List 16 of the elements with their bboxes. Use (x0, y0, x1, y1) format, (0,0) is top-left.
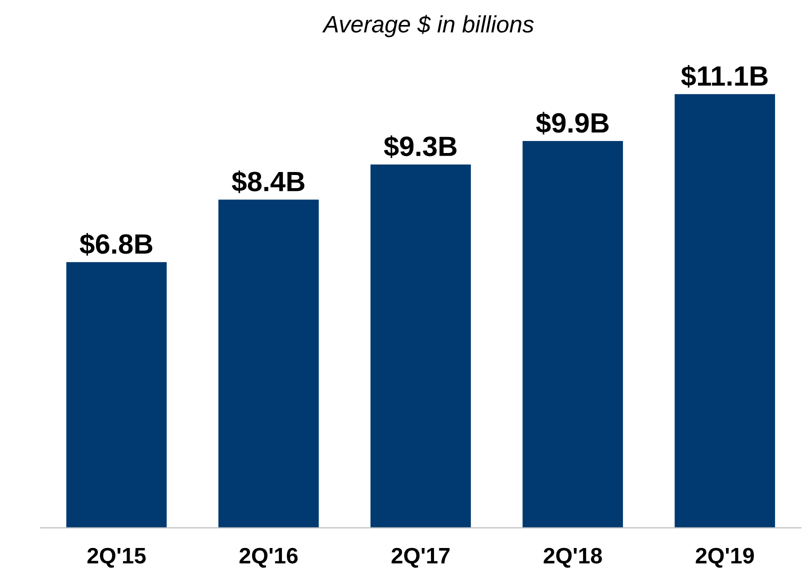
x-tick-label: 2Q'15 (87, 548, 146, 568)
data-label: $8.4B (232, 170, 304, 194)
data-label: $11.1B (681, 64, 768, 88)
data-label: $9.9B (536, 112, 609, 135)
x-tick-label: 2Q'17 (392, 548, 450, 568)
chart-title: Average $ in billions (322, 14, 534, 38)
x-tick-label: 2Q'18 (544, 548, 602, 568)
bar (522, 141, 623, 528)
bar (66, 262, 167, 528)
data-label: $9.3B (384, 135, 456, 158)
data-label: $6.8B (80, 232, 152, 256)
bar (674, 94, 776, 528)
bar (370, 164, 471, 528)
bar (218, 200, 319, 528)
x-tick-label: 2Q'16 (240, 548, 298, 568)
x-tick-label: 2Q'19 (696, 548, 754, 568)
